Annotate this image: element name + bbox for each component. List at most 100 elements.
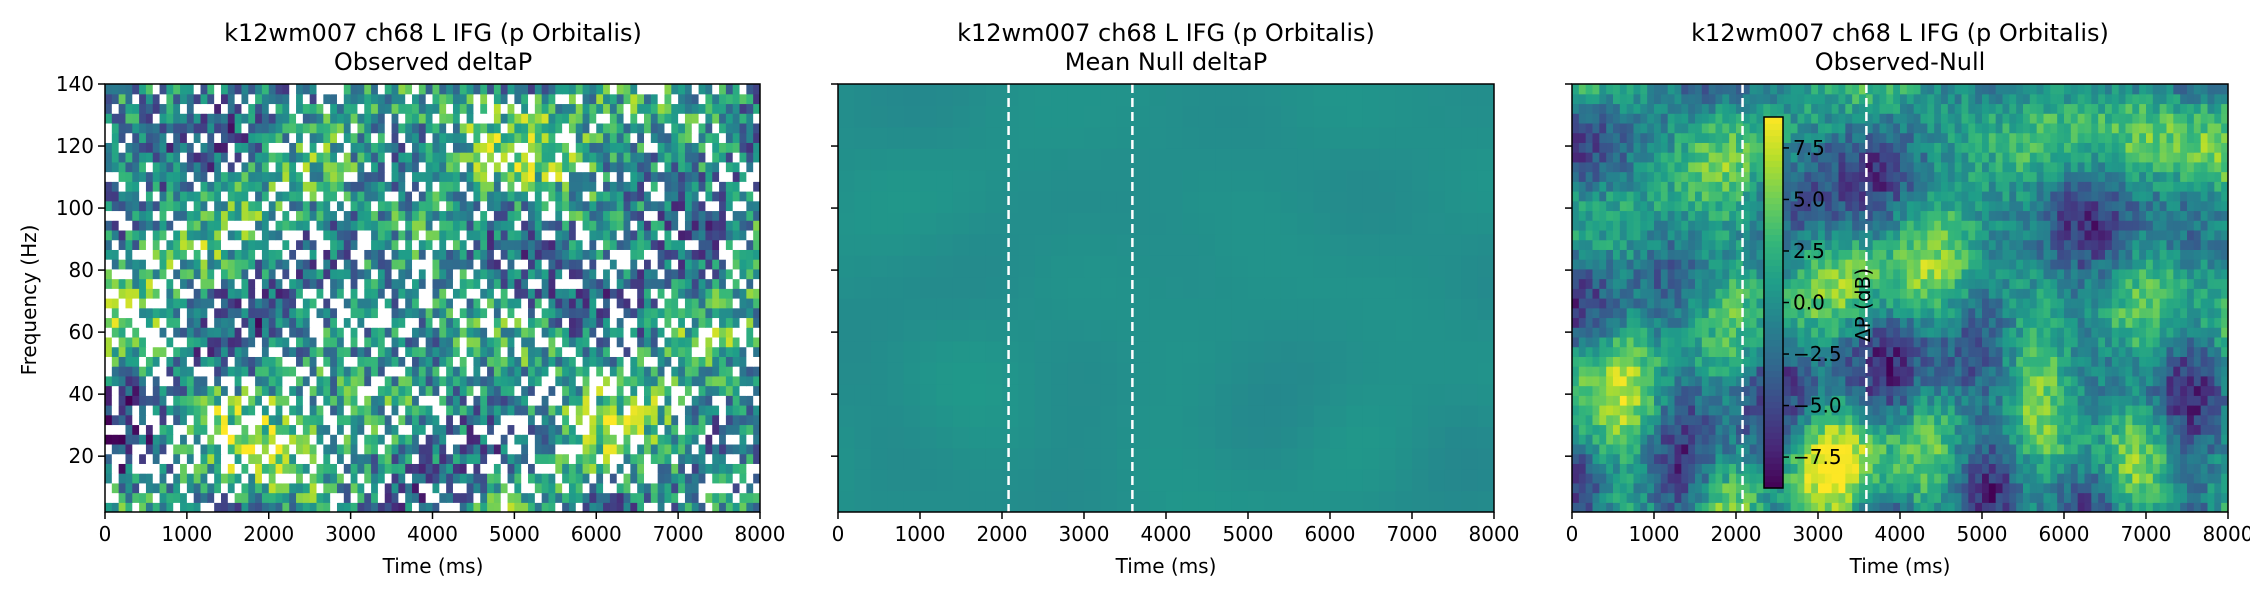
heatmap-cell <box>719 424 727 435</box>
heatmap-cell <box>227 142 236 153</box>
heatmap-cell <box>644 239 652 250</box>
heatmap-cell <box>371 142 379 153</box>
heatmap-cell <box>1412 169 1429 192</box>
heatmap-cell <box>1215 340 1233 363</box>
heatmap-cell <box>405 414 413 426</box>
heatmap-cell <box>452 453 461 464</box>
heatmap-cell <box>678 453 686 464</box>
heatmap-cell <box>838 255 855 278</box>
heatmap-cell <box>173 414 181 426</box>
heatmap-cell <box>1264 233 1282 256</box>
heatmap-cell <box>384 220 393 231</box>
heatmap-cell <box>261 152 270 163</box>
heatmap-cell <box>132 434 140 445</box>
heatmap-cell <box>541 200 550 212</box>
heatmap-cell <box>261 171 270 182</box>
heatmap-cell <box>630 171 638 182</box>
heatmap-cell <box>1166 191 1183 213</box>
heatmap-cell <box>248 317 256 328</box>
heatmap-cell <box>261 502 270 512</box>
heatmap-cell <box>439 249 447 260</box>
heatmap-cell <box>275 298 283 309</box>
heatmap-cell <box>952 169 970 192</box>
heatmap-cell <box>1379 298 1397 320</box>
heatmap-cell <box>357 229 365 241</box>
heatmap-cell <box>391 103 399 114</box>
heatmap-cell <box>589 346 597 357</box>
heatmap-cell <box>398 200 406 212</box>
heatmap-cell <box>459 298 468 309</box>
heatmap-cell <box>200 463 208 474</box>
heatmap-cell <box>534 317 543 328</box>
heatmap-cell <box>712 482 720 494</box>
heatmap-cell <box>193 298 202 309</box>
heatmap-cell <box>1051 340 1069 363</box>
heatmap-cell <box>1248 276 1265 299</box>
heatmap-cell <box>343 405 352 416</box>
heatmap-cell <box>870 191 888 213</box>
heatmap-cell <box>377 103 386 114</box>
heatmap-cell <box>739 453 747 464</box>
heatmap-cell <box>398 122 406 134</box>
heatmap-cell <box>398 191 406 202</box>
heatmap-cell <box>630 122 638 134</box>
heatmap-cell <box>200 229 208 241</box>
heatmap-cell <box>466 443 475 455</box>
heatmap-cell <box>1067 426 1085 449</box>
heatmap-cell <box>732 268 741 280</box>
heatmap-cell <box>466 181 475 192</box>
heatmap-cell <box>739 229 747 241</box>
heatmap-cell <box>487 268 495 280</box>
heatmap-cell <box>678 268 686 280</box>
heatmap-cell <box>282 346 290 357</box>
heatmap-cell <box>1198 298 1216 320</box>
heatmap-cell <box>1248 255 1265 278</box>
heatmap-cell <box>637 366 645 377</box>
heatmap-cell <box>343 288 352 299</box>
heatmap-cell <box>309 161 318 173</box>
heatmap-cell <box>248 152 256 163</box>
heatmap-cell <box>145 346 154 357</box>
heatmap-cell <box>637 84 645 95</box>
heatmap-cell <box>309 502 318 512</box>
heatmap-cell <box>166 122 174 134</box>
heatmap-cell <box>521 132 529 143</box>
heatmap-cell <box>405 113 413 124</box>
heatmap-cell <box>1133 340 1151 363</box>
heatmap-cell <box>459 502 468 512</box>
heatmap-cell <box>466 278 475 289</box>
heatmap-cell <box>111 278 120 289</box>
heatmap-cell <box>630 482 638 494</box>
heatmap-cell <box>214 375 222 387</box>
heatmap-cell <box>725 259 734 270</box>
heatmap-cell <box>555 443 563 455</box>
heatmap-cell <box>548 346 556 357</box>
heatmap-cell <box>405 93 413 105</box>
heatmap-cell <box>466 336 475 348</box>
heatmap-cell <box>854 212 872 235</box>
heatmap-cell <box>609 93 618 105</box>
heatmap-cell <box>418 103 427 114</box>
heatmap-cell <box>412 229 420 241</box>
heatmap-cell <box>568 346 577 357</box>
heatmap-cell <box>684 424 693 435</box>
heatmap-cell <box>838 169 855 192</box>
heatmap-cell <box>1297 447 1315 470</box>
heatmap-cell <box>296 142 304 153</box>
heatmap-cell <box>870 405 888 427</box>
heatmap-cell <box>493 298 502 309</box>
heatmap-cell <box>712 502 720 512</box>
heatmap-cell <box>139 84 147 95</box>
heatmap-cell <box>1100 426 1118 449</box>
heatmap-cell <box>186 122 195 134</box>
heatmap-cell <box>616 122 625 134</box>
heatmap-cell <box>152 239 161 250</box>
heatmap-cell <box>371 288 379 299</box>
heatmap-cell <box>644 171 652 182</box>
heatmap-cell <box>1297 469 1315 492</box>
heatmap-cell <box>1264 490 1282 512</box>
heatmap-cell <box>105 191 113 202</box>
heatmap-cell <box>985 126 1003 149</box>
heatmap-cell <box>220 268 229 280</box>
heatmap-cell <box>582 268 591 280</box>
